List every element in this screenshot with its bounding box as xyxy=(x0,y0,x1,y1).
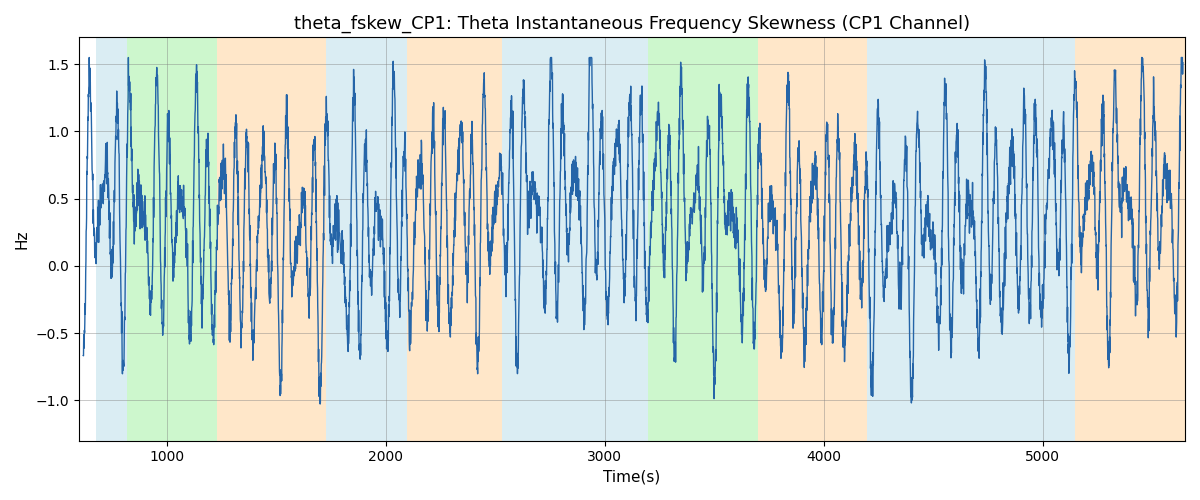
Bar xyxy=(408,38,502,440)
Bar xyxy=(502,38,648,440)
Bar xyxy=(326,38,408,440)
Bar xyxy=(127,38,217,440)
Y-axis label: Hz: Hz xyxy=(14,230,30,249)
Title: theta_fskew_CP1: Theta Instantaneous Frequency Skewness (CP1 Channel): theta_fskew_CP1: Theta Instantaneous Fre… xyxy=(294,15,970,34)
Bar xyxy=(217,38,326,440)
Bar xyxy=(96,38,127,440)
Bar xyxy=(758,38,868,440)
Bar xyxy=(648,38,758,440)
Bar xyxy=(1075,38,1184,440)
X-axis label: Time(s): Time(s) xyxy=(604,470,660,485)
Bar xyxy=(868,38,1075,440)
